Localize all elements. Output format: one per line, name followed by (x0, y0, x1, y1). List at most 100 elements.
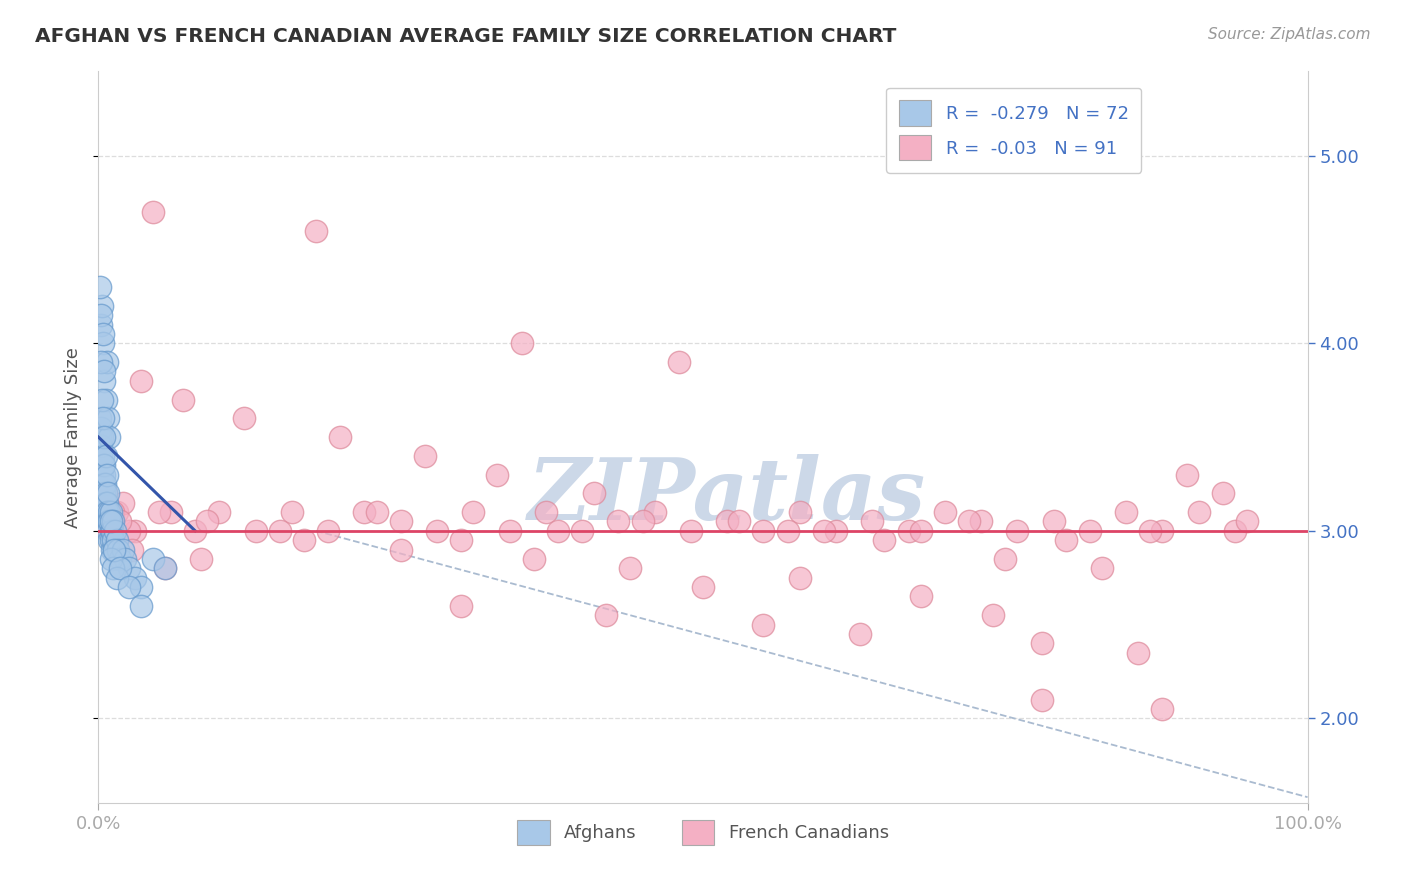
Point (631, 515, 654, 529)
Point (668, 355, 690, 369)
Point (153, 561, 176, 575)
Point (118, 561, 141, 575)
Point (547, 524, 569, 538)
Point (93, 430, 115, 444)
Point (269, 524, 291, 538)
Point (91, 430, 114, 444)
Point (111, 496, 134, 510)
Point (789, 505, 811, 519)
Point (108, 552, 131, 566)
Point (97, 486, 120, 500)
Point (124, 571, 146, 585)
Point (93, 505, 115, 519)
Point (91, 326, 114, 341)
Point (97, 505, 120, 519)
Point (118, 524, 141, 538)
Point (96, 505, 118, 519)
Point (97, 524, 120, 538)
Point (195, 515, 218, 529)
Point (94, 496, 117, 510)
Point (1115, 505, 1137, 519)
Point (1139, 524, 1161, 538)
Point (96, 467, 118, 482)
Point (860, 515, 883, 529)
Point (153, 561, 176, 575)
Point (776, 524, 799, 538)
Legend: Afghans, French Canadians: Afghans, French Canadians (510, 813, 896, 852)
Point (90, 440, 112, 454)
Point (172, 392, 194, 407)
Point (463, 505, 485, 519)
Point (184, 524, 207, 538)
Point (281, 505, 304, 519)
Point (94, 449, 117, 463)
Point (825, 524, 848, 538)
Point (292, 533, 315, 548)
Point (873, 533, 896, 548)
Point (91, 458, 114, 473)
Point (93, 364, 115, 378)
Point (96, 515, 118, 529)
Point (90, 449, 112, 463)
Point (107, 542, 129, 557)
Point (1042, 515, 1064, 529)
Point (1031, 636, 1053, 650)
Point (93, 486, 115, 500)
Point (498, 524, 520, 538)
Point (118, 580, 141, 594)
Point (105, 533, 128, 548)
Point (90, 318, 112, 332)
Point (100, 524, 122, 538)
Point (108, 561, 131, 575)
Point (583, 486, 606, 500)
Point (981, 608, 1004, 623)
Point (316, 524, 339, 538)
Point (96, 496, 118, 510)
Point (94, 477, 117, 491)
Point (100, 524, 122, 538)
Point (148, 505, 170, 519)
Point (510, 336, 533, 351)
Point (93, 374, 115, 388)
Point (366, 505, 388, 519)
Point (105, 505, 128, 519)
Point (121, 542, 143, 557)
Point (232, 411, 254, 425)
Point (1152, 702, 1174, 716)
Point (450, 599, 472, 613)
Point (450, 533, 472, 548)
Point (104, 524, 127, 538)
Point (789, 571, 811, 585)
Point (89, 280, 111, 294)
Point (93, 515, 115, 529)
Point (129, 374, 152, 388)
Point (105, 571, 128, 585)
Point (111, 542, 134, 557)
Point (90, 420, 112, 434)
Point (534, 505, 557, 519)
Point (849, 627, 872, 641)
Point (160, 505, 183, 519)
Point (108, 515, 131, 529)
Point (1091, 561, 1114, 575)
Point (1223, 524, 1246, 538)
Point (644, 505, 666, 519)
Point (329, 430, 352, 444)
Point (91, 449, 114, 463)
Point (97, 411, 120, 425)
Point (1078, 524, 1101, 538)
Point (957, 515, 980, 529)
Point (1007, 524, 1029, 538)
Point (305, 224, 328, 238)
Point (91, 336, 114, 351)
Text: Source: ZipAtlas.com: Source: ZipAtlas.com (1208, 27, 1371, 42)
Point (1054, 533, 1077, 548)
Point (103, 542, 125, 557)
Point (94, 392, 117, 407)
Point (208, 505, 231, 519)
Point (93, 458, 115, 473)
Point (142, 205, 165, 219)
Point (94, 486, 117, 500)
Point (190, 552, 212, 566)
Point (129, 580, 152, 594)
